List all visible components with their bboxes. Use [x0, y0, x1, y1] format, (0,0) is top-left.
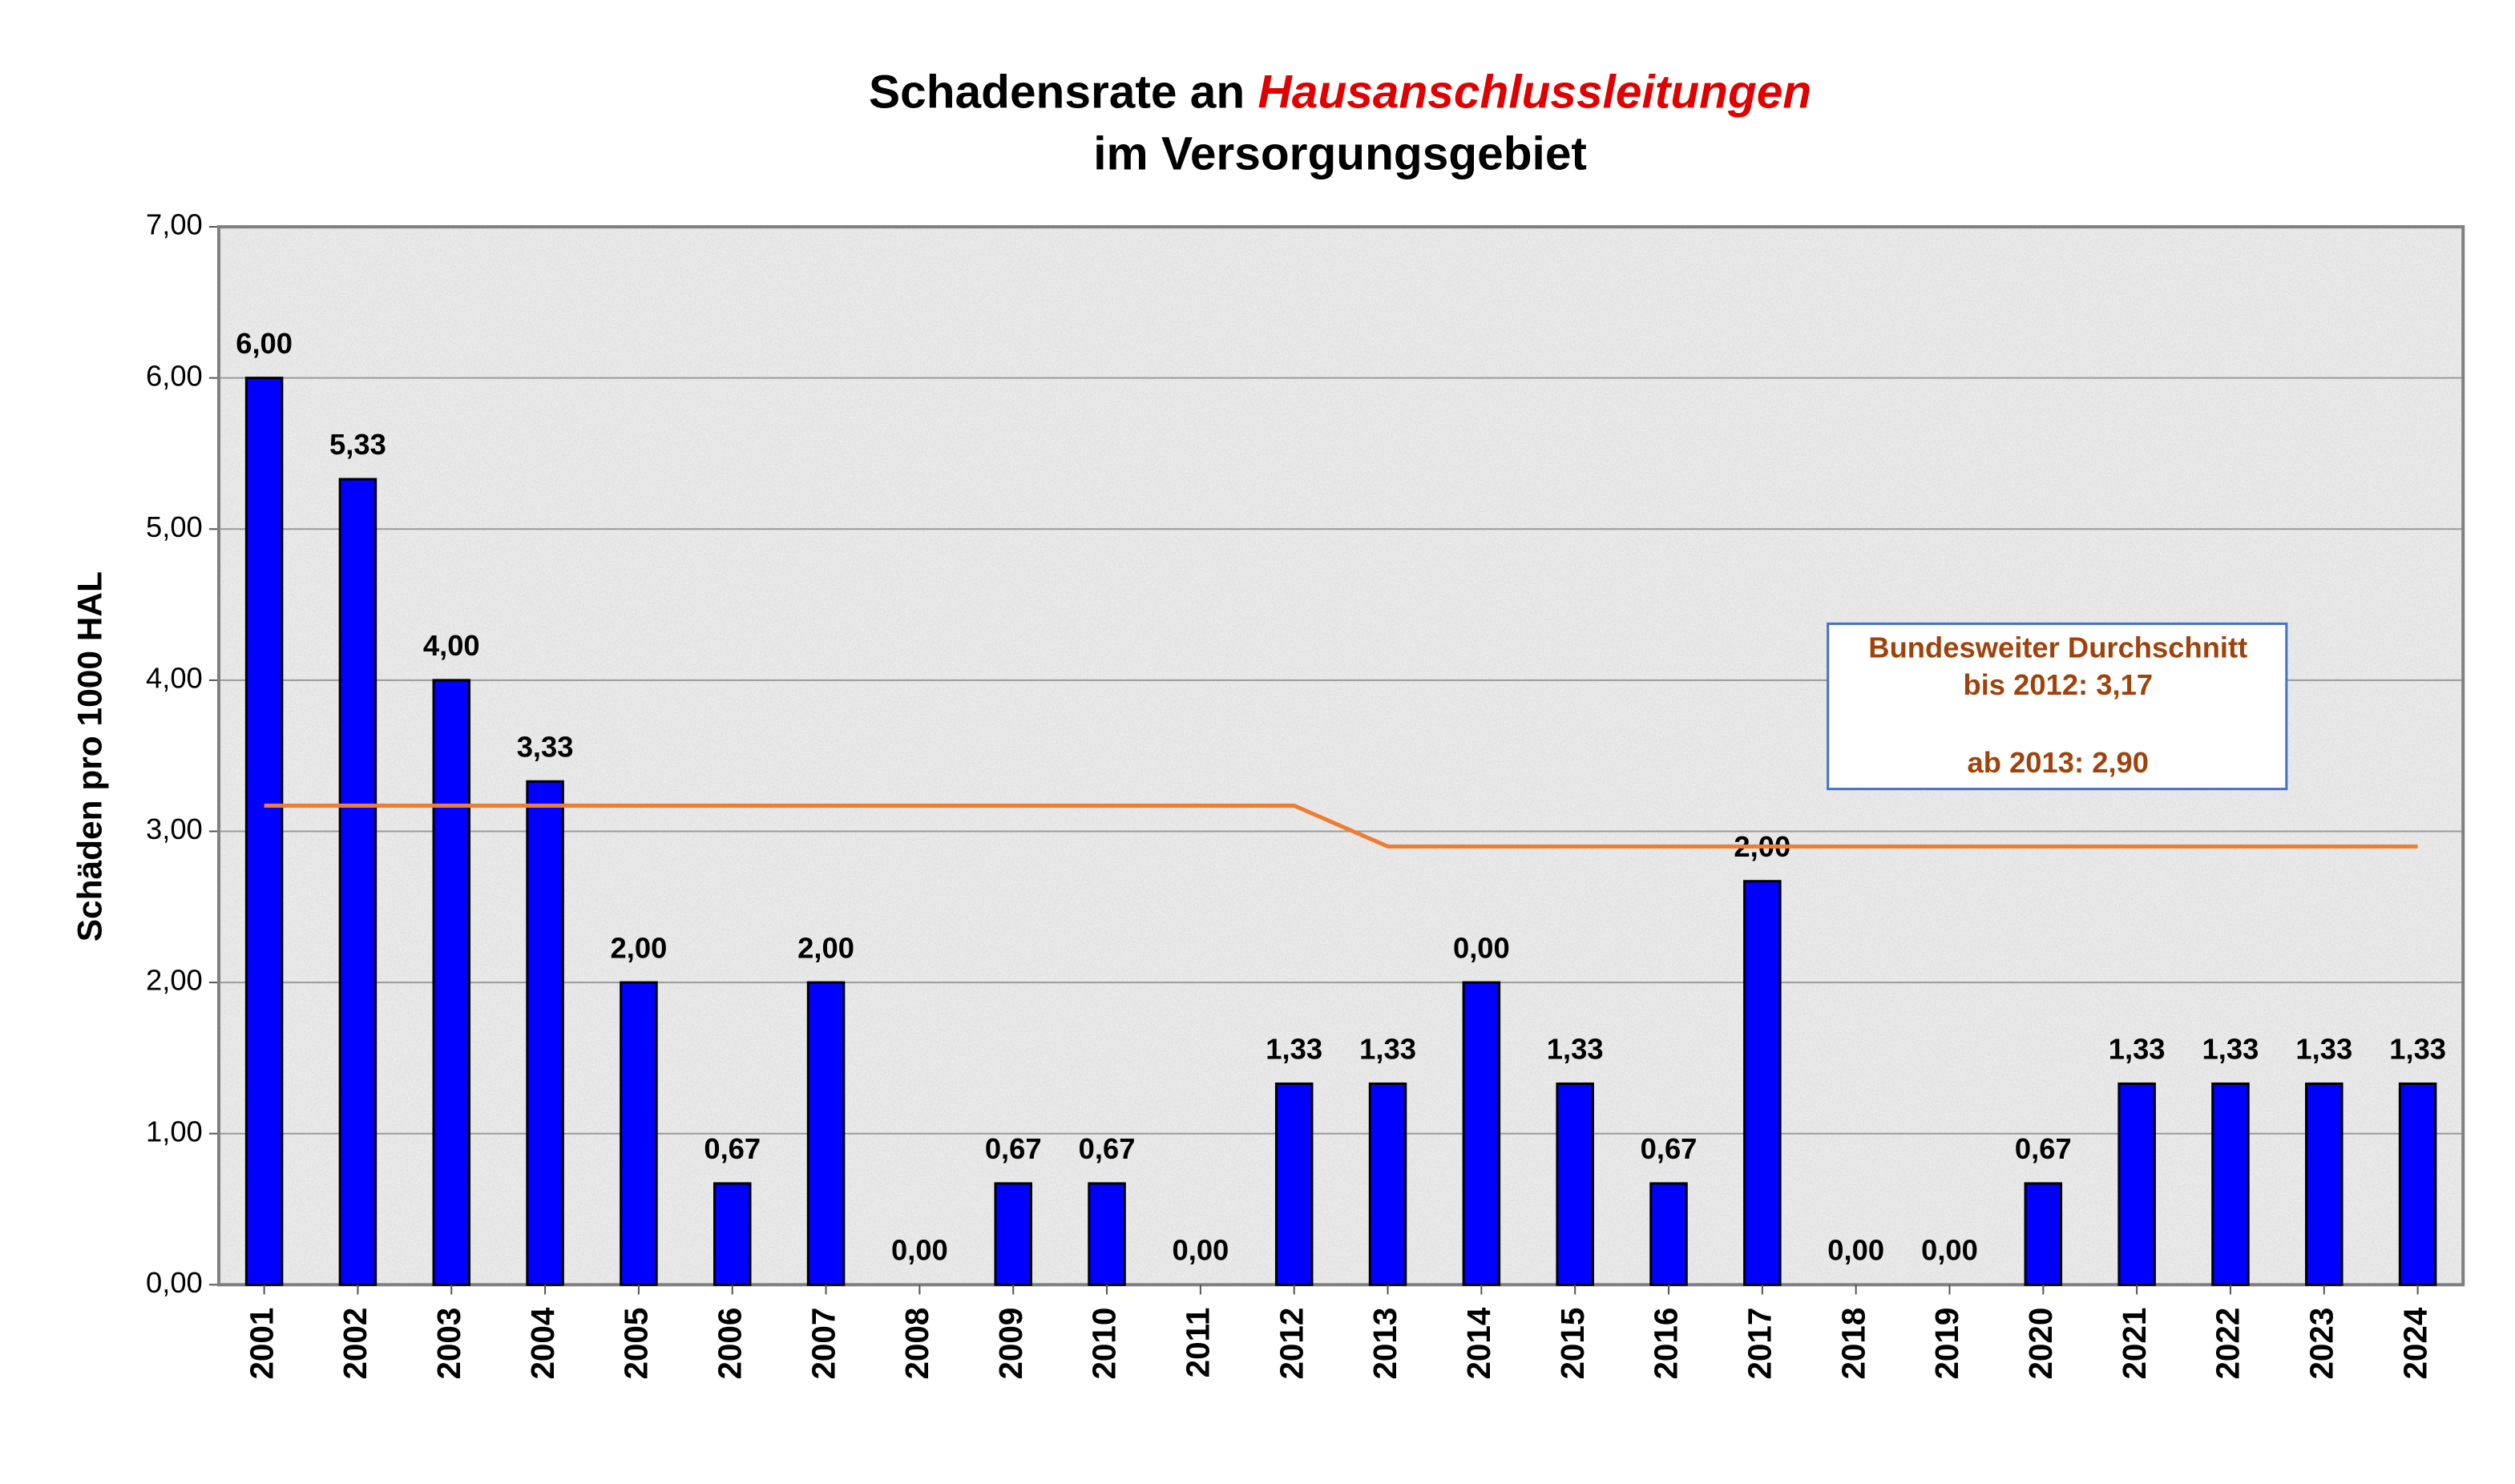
x-tick-label: 2023: [2303, 1308, 2339, 1380]
chart-title: Schadensrate an Hausanschlussleitungen: [869, 67, 1811, 119]
data-label: 1,33: [2109, 1033, 2166, 1066]
x-tick-label: 2004: [524, 1307, 561, 1379]
bar: [1556, 1082, 1594, 1286]
data-label: 0,00: [1453, 931, 1510, 964]
chart-subtitle: im Versorgungsgebiet: [1093, 128, 1587, 180]
y-axis-title: Schäden pro 1000 HAL: [71, 571, 109, 942]
data-label: 1,33: [1266, 1033, 1322, 1066]
data-label: 2,00: [611, 931, 668, 964]
data-label: 0,67: [1641, 1132, 1698, 1165]
title-part: Schadensrate an: [869, 67, 1258, 119]
x-tick-label: 2005: [618, 1308, 655, 1380]
bar: [1649, 1182, 1688, 1286]
x-tick-label: 2014: [1460, 1307, 1497, 1379]
average-line: [264, 803, 2418, 849]
data-label: 6,00: [236, 327, 293, 360]
data-label: 0,67: [1079, 1132, 1136, 1165]
data-label: 0,00: [1172, 1233, 1229, 1266]
bar: [713, 1182, 752, 1286]
y-tick-label: 4,00: [146, 661, 203, 694]
x-tick-label: 2009: [992, 1308, 1029, 1380]
bar: [1088, 1182, 1126, 1286]
x-tick-label: 2021: [2116, 1308, 2153, 1380]
x-tick-label: 2001: [243, 1308, 280, 1380]
bar: [2211, 1082, 2250, 1286]
bar: [1274, 1082, 1314, 1286]
bar: [1462, 981, 1501, 1286]
title-highlight: Hausanschlussleitungen: [1258, 67, 1812, 119]
bar: [526, 780, 564, 1286]
average-box-text: ab 2013: 2,90: [1968, 746, 2150, 779]
data-label: 1,33: [2295, 1033, 2352, 1066]
x-tick-label: 2018: [1835, 1308, 1871, 1380]
data-label: 0,67: [2015, 1132, 2072, 1165]
x-tick-label: 2008: [898, 1308, 935, 1380]
data-label: 0,67: [985, 1132, 1042, 1165]
x-tick-label: 2003: [430, 1308, 467, 1380]
x-tick-label: 2022: [2210, 1308, 2247, 1380]
x-tick-label: 2012: [1273, 1308, 1310, 1380]
bar: [338, 478, 377, 1286]
x-tick-label: 2013: [1366, 1308, 1403, 1380]
bar: [2117, 1082, 2156, 1286]
data-label: 1,33: [1547, 1033, 1604, 1066]
bar: [994, 1182, 1032, 1286]
bar: [2305, 1082, 2343, 1286]
average-box: [1827, 622, 2288, 791]
plot-frame: [216, 225, 2465, 1287]
x-tick-label: 2007: [805, 1308, 842, 1380]
bar: [620, 981, 658, 1286]
bar: [806, 981, 846, 1286]
x-tick-label: 2011: [1180, 1308, 1217, 1378]
bar: [1368, 1082, 1407, 1286]
x-tick-label: 2015: [1554, 1308, 1591, 1380]
x-tick-label: 2020: [2022, 1308, 2059, 1380]
average-box-text: Bundesweiter Durchschnitt: [1868, 631, 2247, 663]
bar: [432, 679, 471, 1286]
data-label: 1,33: [1359, 1033, 1416, 1066]
bar: [2024, 1182, 2063, 1286]
bar: [244, 377, 284, 1286]
data-label: 5,33: [329, 428, 386, 461]
x-tick-label: 2017: [1742, 1308, 1778, 1380]
y-tick-label: 7,00: [146, 208, 203, 241]
x-tick-label: 2002: [337, 1308, 373, 1380]
bar: [1743, 880, 1782, 1286]
y-tick-label: 6,00: [146, 359, 203, 392]
average-box-text: bis 2012: 3,17: [1963, 668, 2153, 701]
y-tick-label: 3,00: [146, 813, 203, 845]
data-label: 0,67: [704, 1132, 761, 1165]
data-label: 3,33: [517, 730, 574, 763]
x-tick-label: 2006: [711, 1308, 748, 1380]
data-label: 4,00: [423, 629, 480, 662]
plot: 0,00 1,00 2,00 3,00 4,00 5,00 6,00 7,00 2001 6,00…: [146, 208, 2465, 1380]
data-label: 0,00: [891, 1233, 948, 1266]
y-tick-label: 5,00: [146, 510, 203, 543]
x-tick-label: 2019: [1928, 1308, 1965, 1380]
y-tick-label: 0,00: [146, 1266, 203, 1299]
data-label: 0,00: [1921, 1233, 1978, 1266]
data-label: 1,33: [2202, 1033, 2259, 1066]
y-tick-label: 2,00: [146, 964, 203, 997]
x-tick-label: 2024: [2396, 1307, 2433, 1379]
x-tick-label: 2016: [1648, 1308, 1685, 1380]
data-label: 1,33: [2389, 1033, 2446, 1066]
y-tick-label: 1,00: [146, 1115, 203, 1147]
data-label: 2,00: [797, 931, 854, 964]
bar: [2398, 1082, 2437, 1286]
x-tick-label: 2010: [1086, 1308, 1123, 1380]
data-label: 0,00: [1827, 1233, 1884, 1266]
